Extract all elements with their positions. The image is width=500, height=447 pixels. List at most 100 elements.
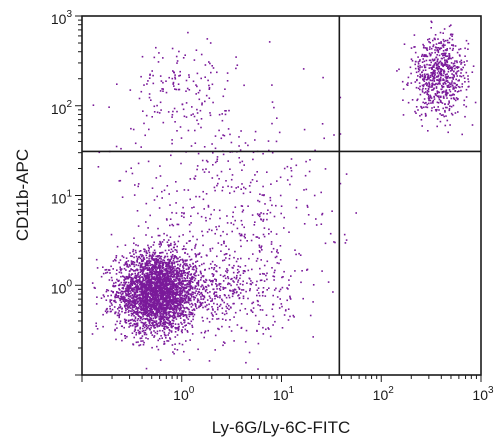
data-point bbox=[131, 305, 134, 307]
data-point bbox=[251, 214, 254, 216]
data-point bbox=[128, 275, 131, 278]
data-point bbox=[109, 301, 111, 303]
data-point bbox=[118, 287, 120, 290]
data-point bbox=[143, 333, 146, 336]
data-point bbox=[275, 204, 277, 207]
data-point bbox=[145, 254, 148, 257]
data-point bbox=[135, 264, 137, 266]
data-point bbox=[142, 308, 144, 311]
data-point bbox=[180, 299, 183, 301]
data-point bbox=[241, 211, 244, 213]
data-point bbox=[262, 233, 265, 236]
data-point bbox=[443, 52, 446, 55]
data-point bbox=[172, 295, 174, 298]
data-point bbox=[148, 273, 151, 275]
data-point bbox=[251, 281, 254, 284]
data-point bbox=[161, 265, 164, 267]
data-point bbox=[442, 82, 444, 85]
data-point bbox=[181, 312, 184, 315]
data-point bbox=[135, 332, 138, 334]
data-point bbox=[124, 300, 126, 303]
data-point bbox=[203, 208, 205, 210]
data-point bbox=[173, 273, 176, 276]
data-point bbox=[196, 293, 199, 295]
data-point bbox=[134, 311, 136, 314]
data-point bbox=[144, 267, 147, 270]
data-point bbox=[436, 64, 439, 66]
data-point bbox=[187, 189, 190, 191]
data-point bbox=[238, 297, 241, 300]
data-point bbox=[96, 267, 99, 269]
data-point bbox=[440, 71, 442, 73]
data-point bbox=[182, 326, 184, 328]
data-point bbox=[268, 149, 270, 152]
data-point bbox=[195, 93, 197, 95]
data-point bbox=[451, 44, 453, 46]
data-point bbox=[153, 283, 155, 286]
data-point bbox=[290, 158, 293, 160]
data-point bbox=[432, 100, 435, 102]
data-point bbox=[167, 273, 169, 276]
data-point bbox=[115, 293, 117, 295]
data-point bbox=[154, 316, 156, 318]
data-point bbox=[418, 69, 421, 71]
data-point bbox=[147, 264, 149, 267]
data-point bbox=[180, 297, 182, 300]
data-point bbox=[177, 240, 180, 243]
data-point bbox=[268, 228, 270, 231]
data-point bbox=[133, 263, 135, 266]
data-point bbox=[257, 304, 259, 306]
data-point bbox=[460, 72, 462, 74]
data-point bbox=[419, 73, 421, 76]
data-point bbox=[225, 305, 228, 308]
data-point bbox=[228, 264, 231, 266]
data-point bbox=[141, 285, 143, 287]
data-point bbox=[448, 84, 450, 86]
data-point bbox=[453, 76, 455, 78]
data-point bbox=[193, 313, 196, 316]
data-point bbox=[192, 291, 195, 294]
data-point bbox=[234, 206, 237, 208]
data-point bbox=[189, 263, 191, 266]
data-point bbox=[156, 195, 158, 198]
data-point bbox=[273, 106, 275, 109]
data-point bbox=[439, 31, 442, 34]
data-point bbox=[226, 303, 229, 305]
data-point bbox=[189, 198, 191, 201]
data-point bbox=[148, 292, 150, 295]
data-point bbox=[184, 277, 187, 280]
data-point bbox=[427, 130, 429, 132]
data-point bbox=[221, 299, 224, 302]
data-point bbox=[153, 281, 155, 284]
data-point bbox=[227, 277, 230, 280]
data-point bbox=[165, 297, 167, 300]
data-point bbox=[176, 275, 178, 277]
data-point bbox=[119, 320, 122, 322]
data-point bbox=[184, 293, 187, 296]
data-point bbox=[332, 291, 334, 293]
data-point bbox=[175, 292, 177, 294]
data-point bbox=[182, 234, 184, 236]
data-point bbox=[163, 279, 166, 282]
data-point bbox=[208, 228, 211, 231]
data-point bbox=[181, 295, 184, 297]
data-point bbox=[146, 83, 148, 85]
data-point bbox=[437, 38, 439, 40]
data-point bbox=[142, 268, 145, 270]
data-point bbox=[162, 283, 164, 285]
data-point bbox=[131, 273, 134, 275]
data-point bbox=[223, 287, 225, 289]
data-point bbox=[139, 296, 142, 299]
data-point bbox=[413, 34, 416, 36]
data-point bbox=[180, 306, 182, 309]
data-point bbox=[429, 94, 431, 97]
data-point bbox=[140, 337, 143, 339]
data-point bbox=[444, 39, 447, 42]
data-point bbox=[158, 300, 161, 303]
data-point bbox=[178, 88, 181, 91]
data-point bbox=[146, 263, 148, 265]
data-point bbox=[153, 270, 155, 273]
data-point bbox=[428, 38, 431, 40]
data-point bbox=[173, 107, 176, 110]
data-point bbox=[135, 244, 137, 246]
